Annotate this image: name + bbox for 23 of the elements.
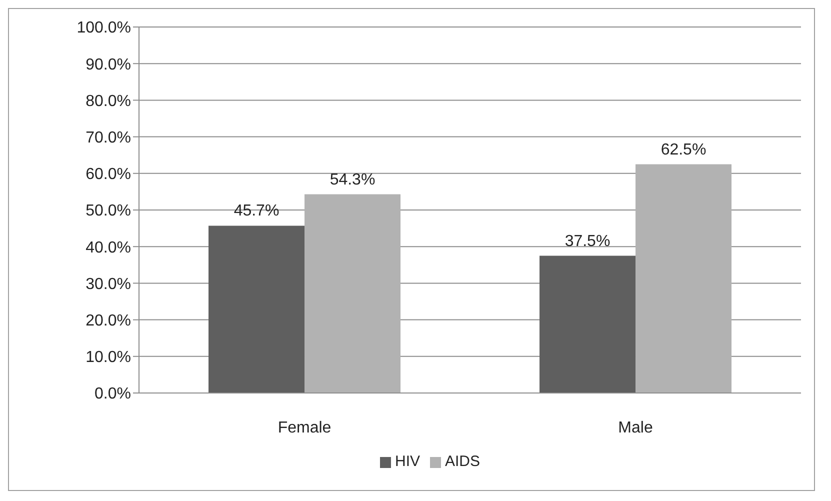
y-tick-label: 40.0% — [86, 239, 131, 256]
y-tick-label: 60.0% — [86, 166, 131, 184]
y-tick-label: 90.0% — [86, 56, 131, 74]
y-tick-label: 0.0% — [94, 386, 131, 403]
y-tick-label: 50.0% — [86, 202, 131, 220]
y-tick-label: 10.0% — [86, 349, 131, 366]
y-tick-label: 70.0% — [86, 129, 131, 146]
y-tick-label: 20.0% — [86, 312, 131, 330]
bar — [208, 226, 305, 393]
legend-label: HIV — [394, 453, 420, 470]
bar — [540, 256, 636, 393]
x-tick-label: Female — [278, 419, 332, 436]
data-label: 62.5% — [660, 141, 706, 158]
y-tick-label: 80.0% — [86, 92, 131, 110]
data-label: 54.3% — [330, 171, 376, 188]
y-tick-label: 30.0% — [86, 276, 131, 293]
bar — [636, 164, 732, 393]
data-label: 37.5% — [564, 232, 610, 250]
y-tick-label: 100.0% — [76, 20, 131, 37]
legend-label: AIDS — [445, 453, 480, 470]
data-label: 45.7% — [234, 202, 280, 220]
x-tick-label: Male — [618, 419, 653, 436]
bar — [304, 194, 401, 393]
